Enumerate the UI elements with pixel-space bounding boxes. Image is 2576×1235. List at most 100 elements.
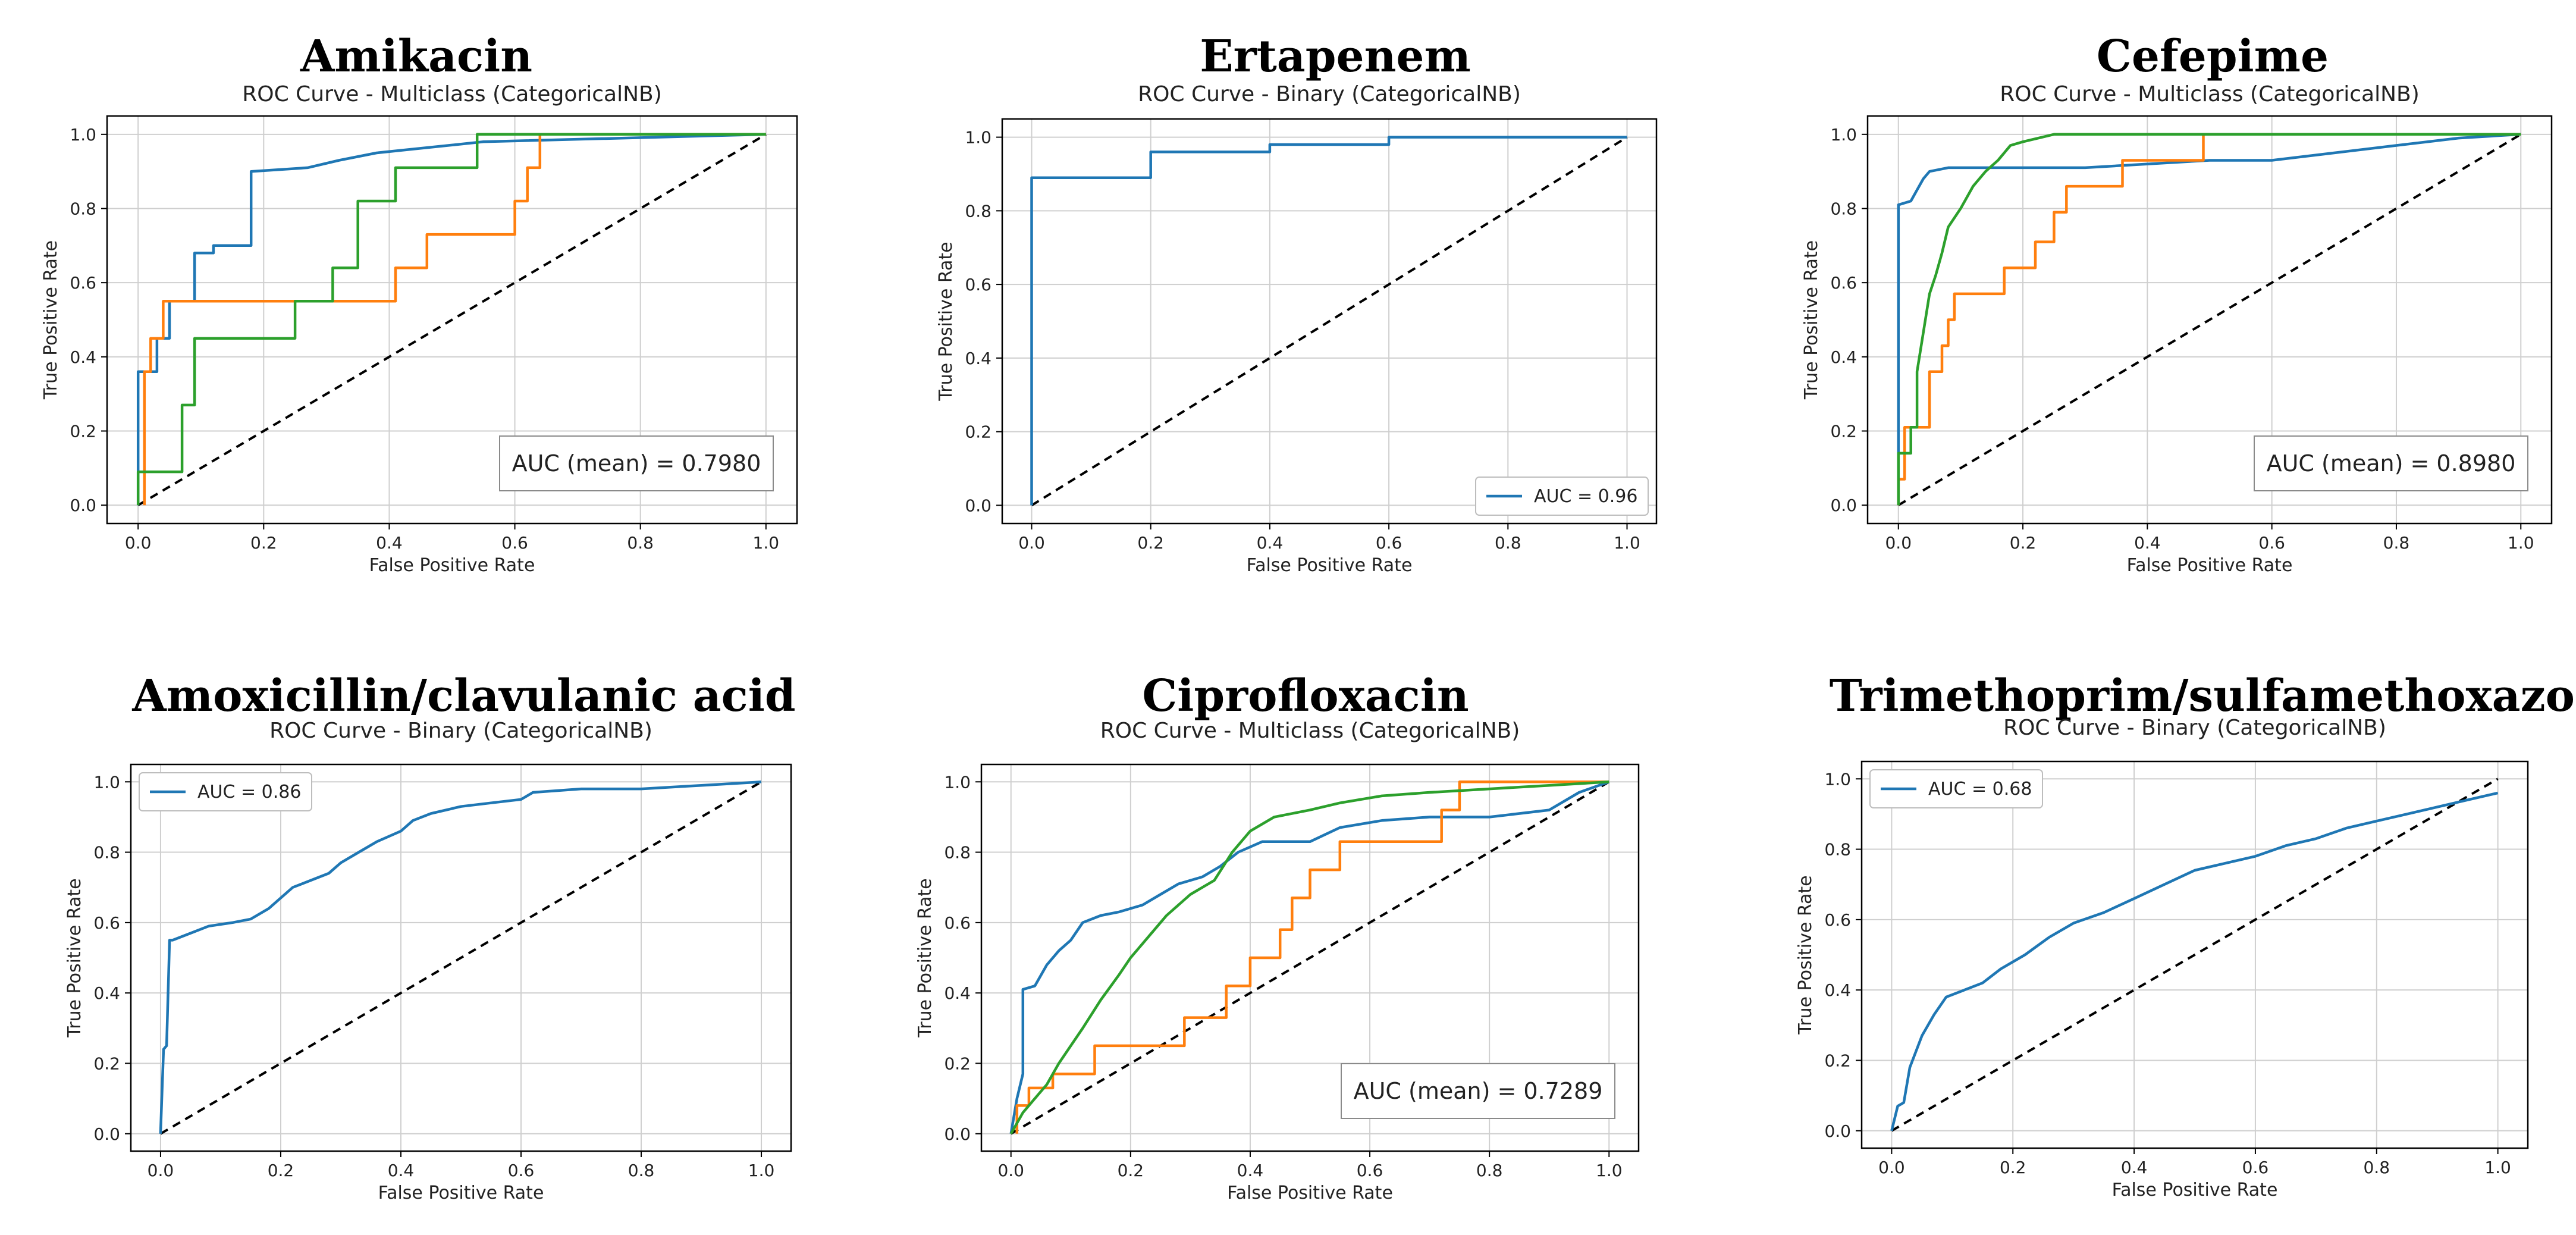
y-axis-label: True Positive Rate <box>936 242 956 401</box>
y-tick-label: 0.4 <box>965 349 992 368</box>
legend: AUC = 0.68 <box>1869 769 2043 808</box>
roc-series-2 <box>143 133 766 506</box>
x-tick-label: 1.0 <box>748 1161 775 1180</box>
plot-frame <box>1001 118 1658 525</box>
y-tick-label: 1.0 <box>944 772 971 792</box>
x-tick-label: 0.6 <box>2258 533 2285 553</box>
y-tick-label: 0.0 <box>93 1124 120 1144</box>
y-tick-label: 0.0 <box>1830 496 1857 515</box>
y-tick-label: 0.6 <box>93 913 120 933</box>
x-tick-label: 1.0 <box>2484 1158 2511 1177</box>
legend-box <box>1475 477 1649 516</box>
auc-text: AUC (mean) = 0.7980 <box>512 450 761 477</box>
x-axis-label: False Positive Rate <box>369 555 535 576</box>
y-axis-label: True Positive Rate <box>1801 240 1822 400</box>
chance-diagonal <box>1010 781 1610 1135</box>
chart-title: ROC Curve - Binary (CategoricalNB) <box>2003 716 2386 740</box>
panel-title: Amoxicillin/clavulanic acid <box>131 670 795 722</box>
roc-series-1 <box>136 133 766 506</box>
chance-diagonal <box>1031 136 1628 507</box>
legend-label: AUC = 0.96 <box>1534 486 1637 507</box>
auc-text: AUC (mean) = 0.7289 <box>1354 1078 1603 1104</box>
auc-box <box>1341 1063 1615 1119</box>
y-tick-label: 0.2 <box>93 1054 120 1073</box>
y-tick-label: 0.2 <box>1824 1051 1851 1070</box>
chance-diagonal <box>159 781 763 1135</box>
x-tick-label: 0.8 <box>1495 533 1521 553</box>
x-tick-label: 0.6 <box>2242 1158 2269 1177</box>
y-tick-label: 1.0 <box>1824 769 1851 789</box>
legend-label: AUC = 0.86 <box>197 782 301 803</box>
legend: AUC = 0.96 <box>1475 477 1649 516</box>
x-tick-label: 0.0 <box>1018 533 1045 553</box>
x-tick-label: 0.4 <box>376 533 403 553</box>
x-tick-label: 0.4 <box>1237 1161 1264 1180</box>
chart-title: ROC Curve - Multiclass (CategoricalNB) <box>2000 82 2420 106</box>
y-tick-label: 1.0 <box>1830 125 1857 145</box>
x-tick-label: 1.0 <box>1614 533 1640 553</box>
y-tick-label: 0.0 <box>1824 1121 1851 1141</box>
chance-diagonal <box>1891 778 2499 1132</box>
y-tick-label: 0.8 <box>1830 199 1857 218</box>
auc-annotation: AUC (mean) = 0.8980 <box>2254 435 2528 491</box>
auc-box <box>499 435 774 491</box>
roc-series-1 <box>1890 791 2499 1131</box>
legend-box <box>1869 769 2043 808</box>
x-tick-label: 0.8 <box>2383 533 2410 553</box>
y-axis-label: True Positive Rate <box>64 878 85 1037</box>
x-tick-label: 0.6 <box>508 1161 535 1180</box>
auc-text: AUC (mean) = 0.8980 <box>2267 450 2516 477</box>
x-tick-label: 0.4 <box>1257 533 1284 553</box>
x-tick-label: 0.2 <box>268 1161 294 1180</box>
y-axis-label: True Positive Rate <box>915 878 936 1037</box>
plot-frame <box>106 115 798 525</box>
auc-annotation: AUC (mean) = 0.7289 <box>1341 1063 1615 1119</box>
y-axis-label: True Positive Rate <box>40 240 61 400</box>
chart-title: ROC Curve - Binary (CategoricalNB) <box>269 719 652 743</box>
x-tick-label: 0.4 <box>2134 533 2161 553</box>
x-tick-label: 0.6 <box>501 533 528 553</box>
x-tick-label: 0.0 <box>125 533 152 553</box>
x-tick-label: 0.8 <box>627 533 654 553</box>
x-tick-label: 0.8 <box>1476 1161 1503 1180</box>
y-tick-label: 0.8 <box>944 843 971 863</box>
x-axis-label: False Positive Rate <box>1227 1183 1393 1203</box>
y-tick-label: 1.0 <box>93 772 120 792</box>
legend-box <box>139 772 312 811</box>
y-tick-label: 0.8 <box>70 199 96 218</box>
chart-title: ROC Curve - Multiclass (CategoricalNB) <box>242 82 662 106</box>
roc-series-2 <box>1015 781 1609 1134</box>
x-tick-label: 0.2 <box>2010 533 2037 553</box>
roc-series-1 <box>1030 136 1627 506</box>
y-tick-label: 0.0 <box>965 496 992 515</box>
x-tick-label: 0.0 <box>997 1161 1024 1180</box>
panel-title: Cefepime <box>2097 31 2329 82</box>
y-tick-label: 0.8 <box>1824 840 1851 860</box>
y-tick-label: 0.6 <box>1824 910 1851 930</box>
x-tick-label: 0.0 <box>1885 533 1912 553</box>
roc-series-3 <box>136 133 766 506</box>
chance-diagonal <box>137 133 767 506</box>
x-tick-label: 1.0 <box>1596 1161 1623 1180</box>
x-axis-label: False Positive Rate <box>378 1183 544 1203</box>
roc-series-1 <box>159 781 762 1134</box>
y-tick-label: 1.0 <box>965 128 992 148</box>
x-tick-label: 0.6 <box>1376 533 1402 553</box>
y-tick-label: 0.2 <box>1830 422 1857 441</box>
x-tick-label: 0.6 <box>1357 1161 1383 1180</box>
roc-series-1 <box>1897 133 2521 506</box>
panel-title: Ciprofloxacin <box>1142 670 1469 722</box>
roc-series-2 <box>1897 133 2521 506</box>
y-tick-label: 0.4 <box>1824 980 1851 1000</box>
y-tick-label: 0.2 <box>944 1054 971 1073</box>
panel-title: Trimethoprim/sulfamethoxazole <box>1830 670 2576 722</box>
x-axis-label: False Positive Rate <box>2112 1180 2278 1200</box>
legend: AUC = 0.86 <box>139 772 312 811</box>
roc-series-3 <box>1009 781 1609 1134</box>
